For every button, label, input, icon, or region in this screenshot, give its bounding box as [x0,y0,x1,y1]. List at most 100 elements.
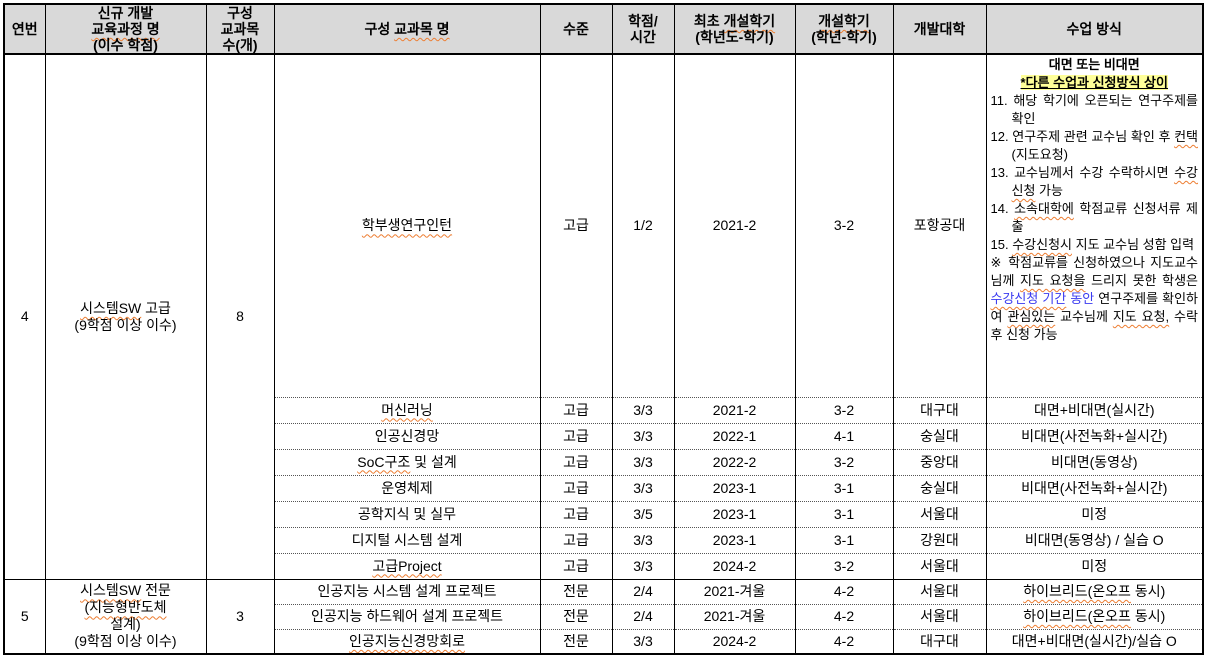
course-credit: 2/4 [611,603,675,629]
course-name: 디지털 시스템 설계 [273,526,541,553]
group-count: 3 [205,578,275,654]
course-name: 운영체제 [273,474,541,501]
course-name: 공학지식 및 실무 [273,500,541,527]
method-subtitle: *다른 수업과 신청방식 상이 [1020,75,1168,90]
course-credit: 3/3 [611,448,675,475]
col-header-count: 구성 교과목 수(개) [205,3,275,55]
course-method: 비대면(동영상) [985,448,1204,475]
course-name: 고급Project [273,552,541,579]
course-table: 연번 신규 개발 교육과정 명 (이수 학점) 구성 교과목 수(개) 구성 교과목 명… [3,3,1204,655]
col-header-method: 수업 방식 [985,3,1204,55]
course-name: 머신러닝 [273,396,541,423]
course-first-semester: 2023-1 [673,500,796,527]
course-method: 하이브리드(온오프 동시) [985,603,1204,629]
course-credit: 1/2 [611,54,675,397]
course-level: 고급 [539,500,613,527]
col-header-semester: 개설학기 (학년-학기) [794,3,894,55]
course-method: 비대면(동영상) / 실습 O [985,526,1204,553]
course-credit: 3/3 [611,474,675,501]
course-credit: 3/5 [611,500,675,527]
course-university: 숭실대 [892,422,987,449]
course-credit: 3/3 [611,422,675,449]
table-row: 공학지식 및 실무 고급 3/5 2023-1 3-1 서울대 미정 [4,500,1204,527]
col-header-first-semester: 최초 개설학기 (학년도-학기) [673,3,796,55]
course-first-semester: 2021-2 [673,54,796,397]
course-method: 대면+비대면(실시간)/실습 O [985,628,1204,654]
course-first-semester: 2021-겨울 [673,578,796,604]
table-row: 운영체제 고급 3/3 2023-1 3-1 숭실대 비대면(사전녹화+실시간) [4,474,1204,501]
course-method: 하이브리드(온오프 동시) [985,578,1204,604]
course-university: 중앙대 [892,448,987,475]
table-row: 머신러닝 고급 3/3 2021-2 3-2 대구대 대면+비대면(실시간) [4,396,1204,423]
table-row: 인공신경망 고급 3/3 2022-1 4-1 숭실대 비대면(사전녹화+실시간… [4,422,1204,449]
col-header-university: 개발대학 [892,3,987,55]
method-step: 14. 소속대학에 학점교류 신청서류 제출 [990,201,1199,234]
course-name: 인공지능 시스템 설계 프로젝트 [273,578,541,604]
course-first-semester: 2023-1 [673,526,796,553]
table-row: 고급Project 고급 3/3 2024-2 3-2 서울대 미정 [4,552,1204,579]
group-count: 8 [205,54,275,579]
course-method: 비대면(사전녹화+실시간) [985,474,1204,501]
course-method-detail: 대면 또는 비대면 *다른 수업과 신청방식 상이 11. 해당 학기에 오픈되… [985,54,1204,397]
course-first-semester: 2023-1 [673,474,796,501]
course-method: 비대면(사전녹화+실시간) [985,422,1204,449]
course-first-semester: 2021-겨울 [673,603,796,629]
col-header-course: 구성 교과목 명 [273,3,541,55]
course-level: 전문 [539,628,613,654]
course-university: 숭실대 [892,474,987,501]
course-first-semester: 2022-2 [673,448,796,475]
course-credit: 3/3 [611,526,675,553]
course-semester: 4-2 [794,603,894,629]
course-level: 고급 [539,474,613,501]
course-first-semester: 2024-2 [673,628,796,654]
course-level: 고급 [539,526,613,553]
course-semester: 3-2 [794,54,894,397]
course-level: 고급 [539,396,613,423]
course-level: 고급 [539,552,613,579]
course-name: 인공신경망 [273,422,541,449]
course-level: 고급 [539,54,613,397]
course-method: 대면+비대면(실시간) [985,396,1204,423]
course-level: 전문 [539,603,613,629]
course-university: 서울대 [892,603,987,629]
col-header-credit: 학점/시간 [611,3,675,55]
course-credit: 3/3 [611,396,675,423]
group-name: 시스템SW 전문 (지능형반도체 설계) (9학점 이상 이수) [44,578,207,654]
course-level: 고급 [539,448,613,475]
course-university: 서울대 [892,552,987,579]
course-semester: 3-2 [794,396,894,423]
course-name: 인공지능 하드웨어 설계 프로젝트 [273,603,541,629]
method-step: 15. 수강신청시 지도 교수님 성함 입력 [990,237,1195,252]
course-level: 전문 [539,578,613,604]
course-university: 대구대 [892,628,987,654]
course-level: 고급 [539,422,613,449]
course-first-semester: 2021-2 [673,396,796,423]
course-semester: 4-2 [794,628,894,654]
course-university: 서울대 [892,578,987,604]
table-row: 디지털 시스템 설계 고급 3/3 2023-1 3-1 강원대 비대면(동영상… [4,526,1204,553]
method-step: 13. 교수님께서 수강 수락하시면 수강신청 가능 [990,165,1199,198]
header-row: 연번 신규 개발 교육과정 명 (이수 학점) 구성 교과목 수(개) 구성 교과목 명… [3,3,1204,55]
course-semester: 3-2 [794,552,894,579]
method-note: ※ 학점교류를 신청하였으나 지도교수님께 지도 요청을 드리지 못한 학생은 … [990,255,1199,342]
course-university: 대구대 [892,396,987,423]
method-step: 11. 해당 학기에 오픈되는 연구주제를 확인 [990,93,1199,126]
course-credit: 3/3 [611,628,675,654]
col-header-curriculum: 신규 개발 교육과정 명 (이수 학점) [44,3,207,55]
course-credit: 3/3 [611,552,675,579]
method-title: 대면 또는 비대면 [1048,57,1140,72]
course-name: 인공지능신경망회로 [273,628,541,654]
course-credit: 2/4 [611,578,675,604]
course-semester: 4-1 [794,422,894,449]
course-semester: 3-2 [794,448,894,475]
table-row: 5 시스템SW 전문 (지능형반도체 설계) (9학점 이상 이수) 3 인공지능 시… [3,578,1204,654]
table-row: 인공지능 하드웨어 설계 프로젝트 전문 2/4 2021-겨울 4-2 서울대… [4,603,1204,629]
table-row: 인공지능신경망회로 전문 3/3 2024-2 4-2 대구대 대면+비대면(실… [4,628,1204,654]
course-semester: 3-1 [794,526,894,553]
table-row: SoC구조 및 설계 고급 3/3 2022-2 3-2 중앙대 비대면(동영상… [4,448,1204,475]
course-university: 포항공대 [892,54,987,397]
group-name: 시스템SW 고급 (9학점 이상 이수) [44,54,207,579]
course-first-semester: 2022-1 [673,422,796,449]
course-method: 미정 [985,552,1204,579]
